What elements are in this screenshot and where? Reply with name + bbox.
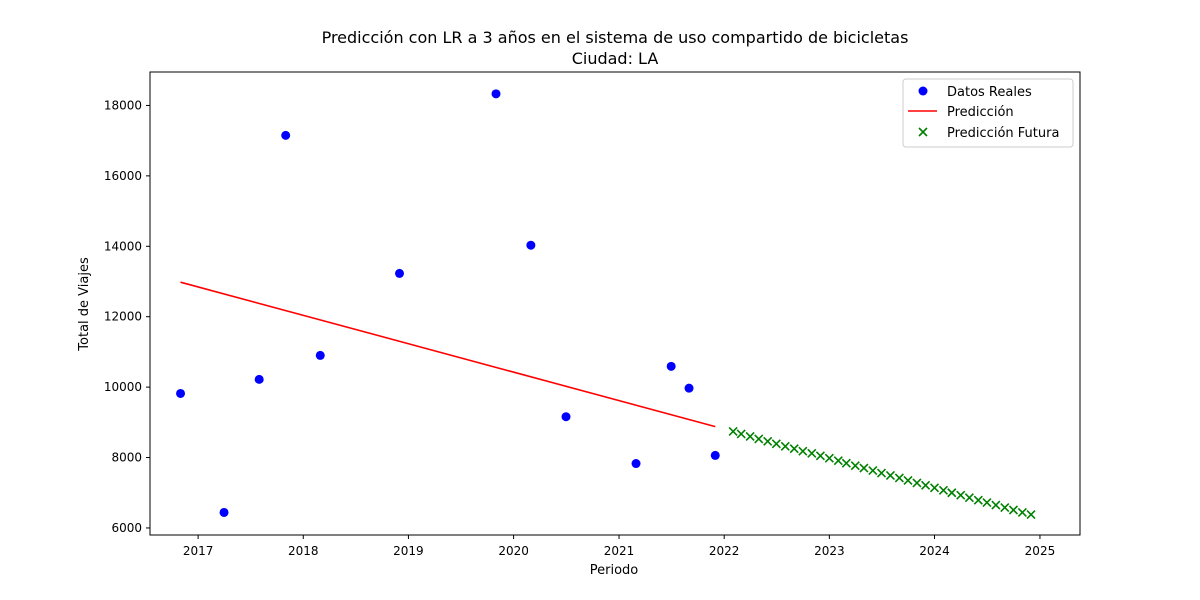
forecast-point <box>807 448 817 458</box>
forecast-point <box>982 498 992 508</box>
forecast-point <box>956 490 966 500</box>
x-tick-label: 2018 <box>288 544 319 558</box>
data-point <box>631 459 641 469</box>
forecast-point <box>771 439 781 449</box>
forecast-point <box>850 461 860 471</box>
series-0 <box>176 89 720 517</box>
forecast-point <box>894 473 904 483</box>
legend-box <box>902 78 1074 148</box>
x-tick-label: 2023 <box>814 544 845 558</box>
data-point <box>176 388 186 398</box>
forecast-point <box>763 436 773 446</box>
legend-marker-datos-reales <box>918 86 928 96</box>
series-1 <box>180 281 716 428</box>
data-point <box>684 383 694 393</box>
forecast-point <box>921 480 931 490</box>
data-point <box>394 268 404 278</box>
forecast-point <box>859 463 869 473</box>
y-tick-label: 12000 <box>104 310 142 324</box>
forecast-point <box>815 451 825 461</box>
x-axis-label: Periodo <box>590 563 639 578</box>
legend: Datos Reales Predicción Predicción Futur… <box>902 78 1074 148</box>
forecast-point <box>1017 507 1027 518</box>
forecast-point <box>745 431 755 441</box>
y-tick-label: 14000 <box>104 239 142 253</box>
forecast-point <box>964 493 974 503</box>
x-tick-label: 2025 <box>1025 544 1056 558</box>
data-point <box>491 89 501 99</box>
forecast-point <box>868 466 878 476</box>
prediction-line <box>180 281 716 428</box>
x-tick-label: 2021 <box>604 544 635 558</box>
forecast-point <box>912 478 922 488</box>
chart-title: Predicción con LR a 3 años en el sistema… <box>322 28 909 47</box>
x-tick-label: 2017 <box>183 544 214 558</box>
forecast-point <box>780 441 790 451</box>
y-axis: 6000 8000 10000 12000 14000 16000 18000 <box>104 98 150 535</box>
data-point <box>561 412 571 422</box>
x-axis: 2017 2018 2019 2020 2021 2022 2023 2024 2025 <box>183 535 1055 558</box>
legend-label-datos-reales: Datos Reales <box>947 85 1032 100</box>
forecast-point <box>947 488 957 498</box>
x-tick-label: 2022 <box>709 544 740 558</box>
forecast-point <box>973 495 983 505</box>
forecast-point <box>1000 502 1010 513</box>
forecast-point <box>929 483 940 493</box>
data-point <box>254 374 264 384</box>
series-2 <box>728 426 1036 520</box>
forecast-point <box>938 485 949 495</box>
y-tick-label: 16000 <box>104 169 142 183</box>
data-point <box>526 240 536 250</box>
forecast-point <box>754 434 764 444</box>
x-tick-label: 2019 <box>393 544 424 558</box>
legend-label-prediccion: Predicción <box>947 105 1014 120</box>
forecast-point <box>876 468 887 478</box>
data-point <box>666 361 676 371</box>
forecast-point <box>728 426 738 437</box>
x-tick-label: 2024 <box>919 544 950 558</box>
legend-marker-prediccion-futura <box>918 127 928 137</box>
forecast-point <box>991 500 1001 510</box>
y-axis-label: Total de Viajes <box>77 257 92 352</box>
y-tick-label: 8000 <box>111 451 142 465</box>
y-tick-label: 10000 <box>104 380 142 394</box>
y-tick-label: 6000 <box>111 521 142 535</box>
forecast-point <box>833 456 843 466</box>
data-point <box>281 130 291 140</box>
forecast-point <box>903 475 913 485</box>
forecast-point <box>1026 510 1036 520</box>
data-point <box>219 507 229 517</box>
chart-subtitle: Ciudad: LA <box>572 49 659 68</box>
data-point <box>315 350 325 360</box>
legend-label-prediccion-futura: Predicción Futura <box>947 126 1059 141</box>
forecast-point <box>885 470 895 481</box>
data-point <box>710 450 720 460</box>
forecast-point <box>1008 505 1019 515</box>
y-tick-label: 18000 <box>104 98 142 112</box>
forecast-point <box>789 444 799 454</box>
forecast-point <box>736 429 746 439</box>
plot-frame <box>149 71 1081 536</box>
forecast-point <box>824 453 834 463</box>
forecast-point <box>798 446 808 456</box>
x-tick-label: 2020 <box>498 544 529 558</box>
plot-area <box>176 89 1036 520</box>
forecast-point <box>841 458 851 468</box>
